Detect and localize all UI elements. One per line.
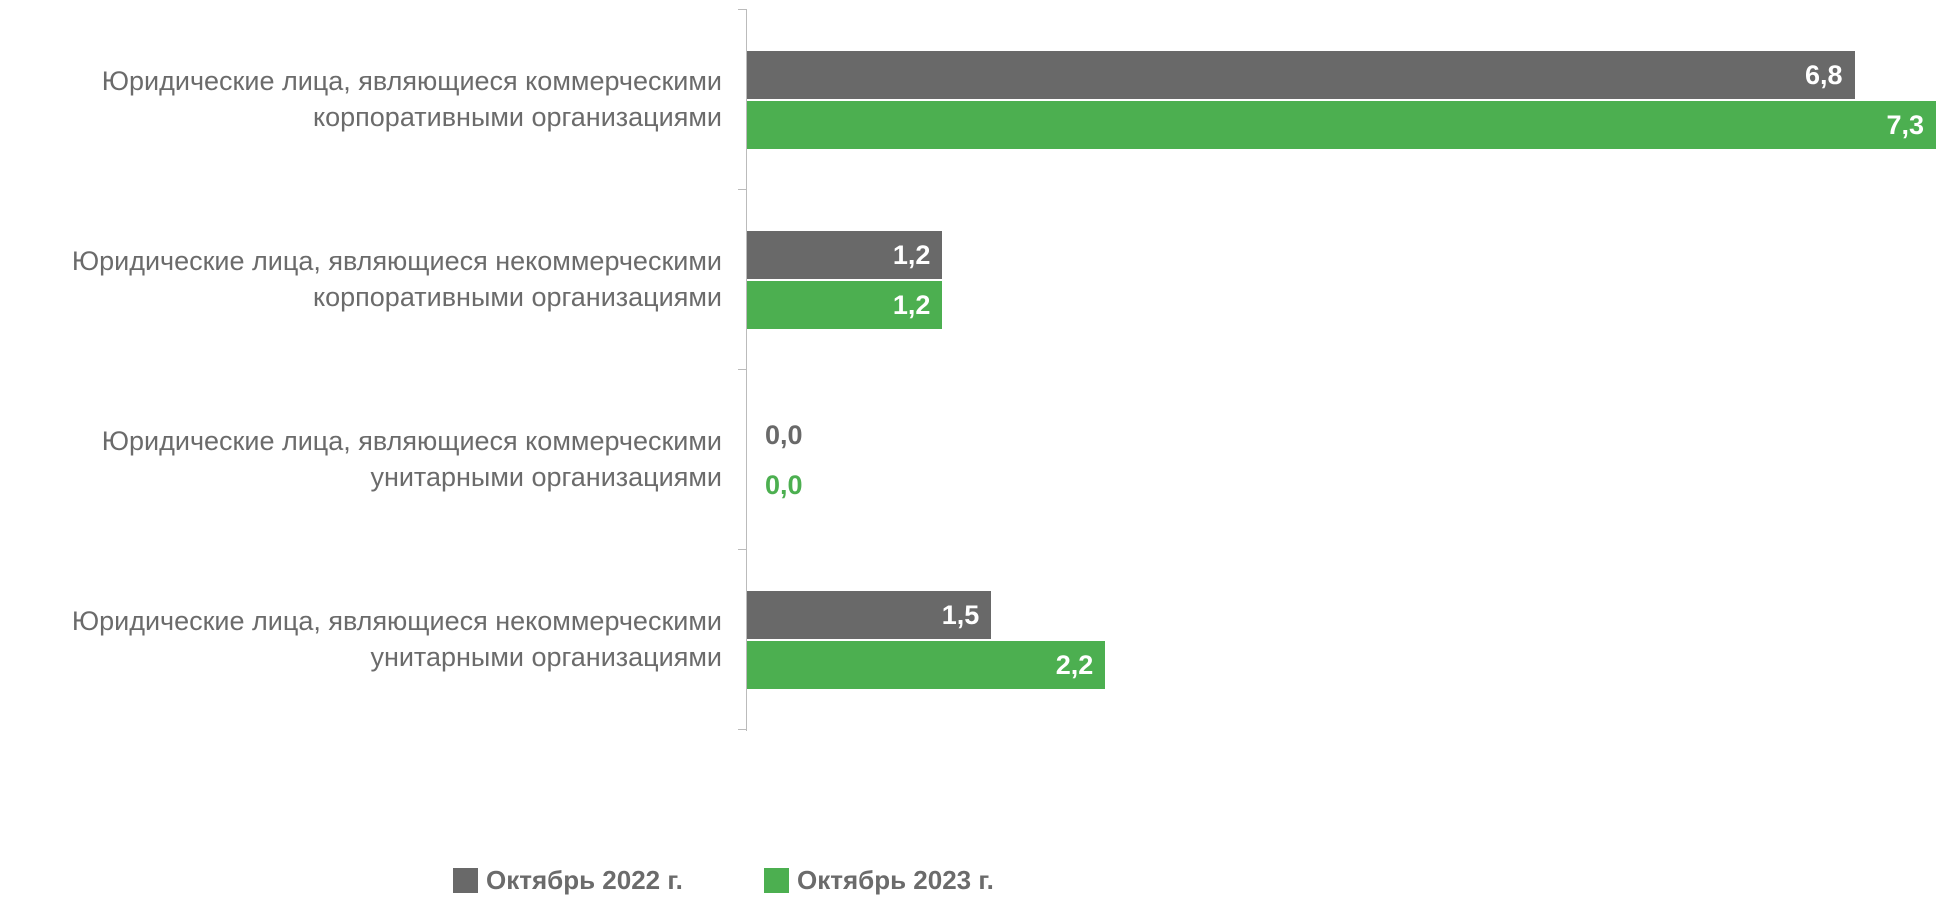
axis-tick [738, 189, 747, 190]
legend-label: Октябрь 2022 г. [486, 865, 683, 895]
y-tick-label: Юридические лица, являющиеся некоммерчес… [71, 606, 722, 672]
data-label: 1,2 [892, 290, 931, 320]
y-tick-label: Юридические лица, являющиеся коммерчески… [101, 426, 722, 492]
bar [747, 231, 943, 279]
data-label: 1,2 [892, 240, 931, 270]
y-tick-label: Юридические лица, являющиеся некоммерчес… [71, 246, 722, 312]
axis-tick [738, 369, 747, 370]
bar [747, 51, 1855, 99]
axis-line [746, 9, 747, 731]
data-label: 7,3 [1886, 110, 1924, 140]
y-tick-label: Юридические лица, являющиеся коммерчески… [101, 66, 722, 132]
legend-swatch [453, 868, 478, 893]
data-label: 0,0 [765, 420, 803, 450]
data-label: 2,2 [1055, 650, 1094, 680]
bar [747, 281, 943, 329]
data-label: 0,0 [765, 470, 803, 500]
legend-swatch [764, 868, 789, 893]
axis-tick [738, 549, 747, 550]
bar [747, 101, 1936, 149]
data-label: 6,8 [1805, 60, 1843, 90]
axis-tick [738, 9, 747, 10]
bar [747, 591, 992, 639]
data-label: 1,5 [941, 600, 980, 630]
legend-label: Октябрь 2023 г. [797, 865, 994, 895]
axis-tick [738, 729, 747, 730]
bar [747, 641, 1106, 689]
